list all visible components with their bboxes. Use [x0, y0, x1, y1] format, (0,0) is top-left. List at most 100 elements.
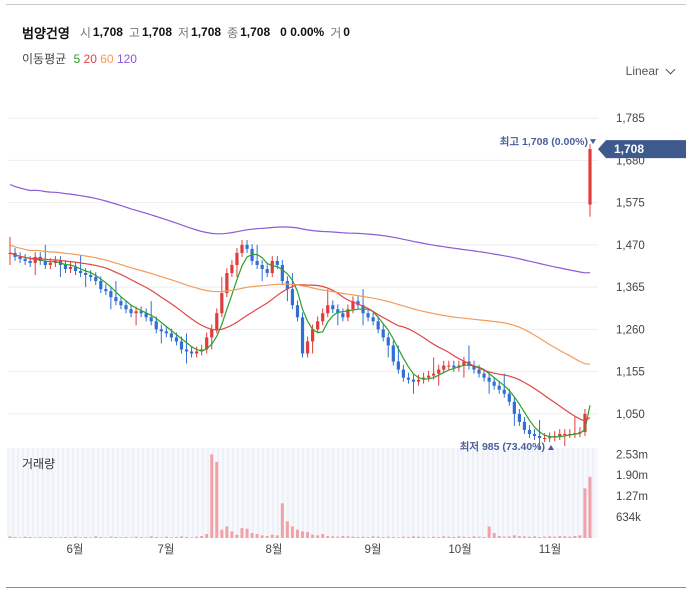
volume-bar	[371, 536, 375, 538]
volume-bar	[457, 536, 461, 538]
volume-bar	[28, 537, 32, 538]
candle-body	[215, 313, 219, 330]
volume-bar	[99, 537, 103, 538]
candle-body	[512, 401, 516, 414]
volume-bar	[159, 537, 163, 538]
candle-body	[89, 275, 93, 278]
candle-body	[43, 260, 47, 265]
volume-bar	[225, 526, 229, 538]
candle-body	[442, 365, 446, 370]
volume-bar	[568, 536, 572, 538]
volume-bar	[129, 537, 133, 538]
candle-body	[583, 413, 587, 432]
candle-body	[341, 313, 345, 318]
volume-bar	[38, 537, 42, 538]
volume-bar	[487, 526, 491, 538]
volume-bar	[527, 536, 531, 538]
candle-body	[48, 262, 52, 265]
candle-body	[376, 321, 380, 330]
volume-bar	[452, 537, 456, 538]
candle-body	[300, 317, 305, 354]
volume-bar	[275, 535, 279, 538]
candle-body	[321, 313, 325, 322]
open-label: 시	[79, 25, 91, 40]
candle-body	[63, 264, 68, 269]
candle-body	[371, 317, 375, 322]
ma-20: 20	[83, 52, 97, 66]
volume-bar	[578, 535, 582, 538]
volume-bar	[220, 529, 224, 538]
low-label: 저	[178, 25, 190, 40]
candle-body	[396, 361, 400, 370]
candle-body	[401, 369, 405, 378]
candle-body	[487, 377, 491, 382]
y-tick-label: 1,365	[616, 282, 645, 294]
volume-bar	[573, 536, 577, 538]
candle-body	[437, 369, 441, 374]
candle-body	[366, 313, 370, 318]
candle-body	[275, 260, 279, 265]
volume-bar	[13, 537, 17, 538]
volume-bar	[285, 521, 289, 538]
volume-bar	[406, 537, 410, 538]
volume-bar	[139, 537, 143, 538]
candle-body	[109, 291, 113, 298]
stock-name: 범양건영	[22, 25, 70, 41]
x-tick-label: 7월	[158, 543, 175, 556]
candle-body	[189, 351, 194, 354]
candle-body	[290, 289, 295, 306]
candle-body	[134, 311, 138, 314]
volume-bar	[69, 537, 73, 538]
close-label: 종	[227, 25, 239, 40]
candle-body	[447, 365, 451, 367]
candle-body	[381, 329, 385, 338]
volume-bar	[235, 534, 239, 538]
volume-bar	[517, 536, 521, 538]
volume-bar	[63, 537, 67, 538]
volume-bar	[149, 536, 153, 538]
candle-body	[280, 264, 284, 282]
candle-body	[28, 260, 32, 263]
volume-bar	[89, 537, 93, 538]
down-triangle-icon	[590, 139, 596, 145]
y-tick-label: 1,575	[616, 198, 645, 210]
candle-body	[260, 264, 264, 269]
candle-body	[73, 266, 78, 272]
volume-bar	[43, 537, 47, 538]
candle-body	[99, 281, 103, 290]
volume-bar	[230, 531, 234, 538]
candle-body	[68, 266, 73, 269]
volume-title: 거래량	[22, 457, 56, 471]
volume-bar	[417, 536, 421, 538]
volume-bar	[321, 534, 325, 538]
candle-body	[507, 393, 511, 402]
volume-bar	[316, 535, 320, 538]
volume-tick-label: 1.90m	[616, 470, 648, 482]
open-value: 1,708	[92, 25, 123, 39]
candle-body	[527, 429, 532, 434]
volume-bar	[134, 536, 138, 538]
candle-body	[159, 329, 163, 332]
volume-bar	[301, 531, 305, 538]
volume-bar	[8, 536, 12, 538]
volume-tick-label: 634k	[616, 512, 641, 524]
volume-bar	[79, 537, 83, 538]
scale-dropdown[interactable]: Linear	[626, 64, 676, 78]
x-tick-label: 11월	[539, 543, 562, 556]
volume-tick-label: 1.27m	[616, 491, 648, 503]
top-border	[6, 4, 686, 5]
volume-bar	[210, 454, 214, 538]
volume-bar	[447, 536, 451, 538]
candle-body	[497, 385, 501, 390]
volume-bar	[477, 536, 481, 538]
candle-body	[548, 437, 552, 439]
price-badge-label: 1,708	[614, 142, 644, 156]
volume-bar	[512, 535, 516, 538]
volume-bar	[411, 536, 415, 538]
volume-bar	[346, 536, 350, 538]
volume-bar	[119, 537, 123, 538]
volume-bar	[356, 537, 360, 538]
ma-5: 5	[73, 52, 81, 66]
volume-bar	[502, 536, 506, 538]
